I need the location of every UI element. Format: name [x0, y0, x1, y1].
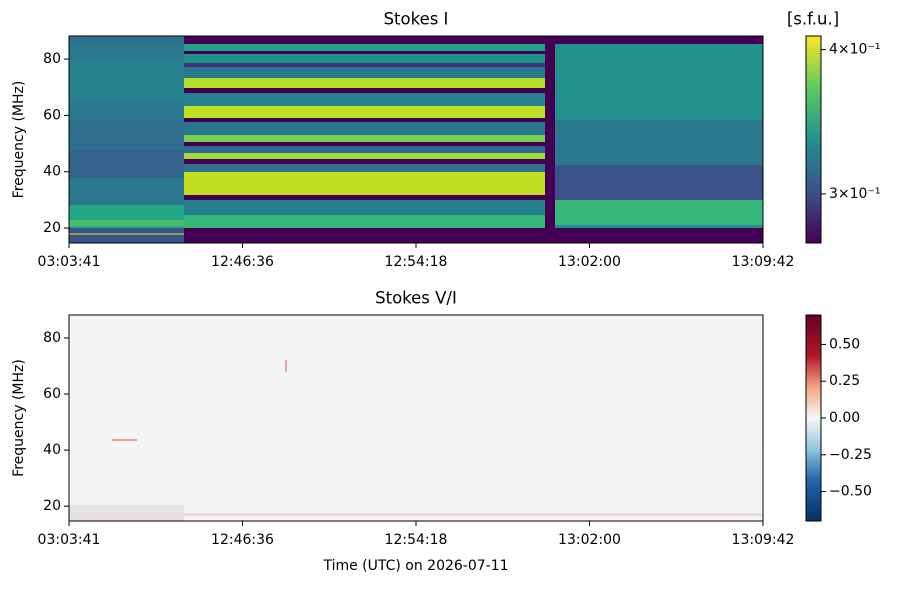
x-tick-label: 13:02:00	[558, 254, 621, 270]
colorbar	[805, 35, 822, 244]
y-tick-label: 40	[43, 164, 61, 180]
spectrogram-image	[69, 315, 763, 521]
colorbar-tick-label: 3×10⁻¹	[829, 186, 880, 202]
x-tick-label: 12:46:36	[211, 532, 274, 548]
colorbar-tick-label: 0.25	[829, 373, 860, 389]
colorbar-tick-label: −0.25	[829, 447, 872, 463]
spectrogram-image	[69, 36, 763, 243]
colorbar-label: [s.f.u.]	[787, 10, 839, 29]
y-tick-label: 80	[43, 51, 61, 67]
y-tick-label: 80	[43, 330, 61, 346]
x-tick-label: 12:54:18	[385, 532, 448, 548]
colorbar-tick-label: 0.00	[829, 410, 860, 426]
x-tick-label: 13:02:00	[558, 532, 621, 548]
y-tick-label: 20	[43, 498, 61, 514]
x-tick-label: 03:03:41	[38, 254, 101, 270]
y-tick-label: 40	[43, 442, 61, 458]
x-tick-label: 13:09:42	[732, 254, 795, 270]
colorbar	[805, 314, 822, 522]
y-axis-label: Frequency (MHz)	[11, 81, 27, 199]
colorbar-tick-label: 4×10⁻¹	[829, 42, 880, 58]
y-tick-label: 20	[43, 220, 61, 236]
colorbar-tick-label: 0.50	[829, 336, 860, 352]
x-tick-label: 03:03:41	[38, 532, 101, 548]
x-tick-label: 12:54:18	[385, 254, 448, 270]
x-axis-label: Time (UTC) on 2026-07-11	[322, 558, 508, 574]
panel-title: Stokes I	[384, 10, 449, 29]
colorbar-tick-label: −0.50	[829, 484, 872, 500]
x-tick-label: 13:09:42	[732, 532, 795, 548]
y-tick-label: 60	[43, 386, 61, 402]
y-axis-label: Frequency (MHz)	[11, 359, 27, 477]
panel-title: Stokes V/I	[375, 289, 457, 308]
x-tick-label: 12:46:36	[211, 254, 274, 270]
y-tick-label: 60	[43, 107, 61, 123]
